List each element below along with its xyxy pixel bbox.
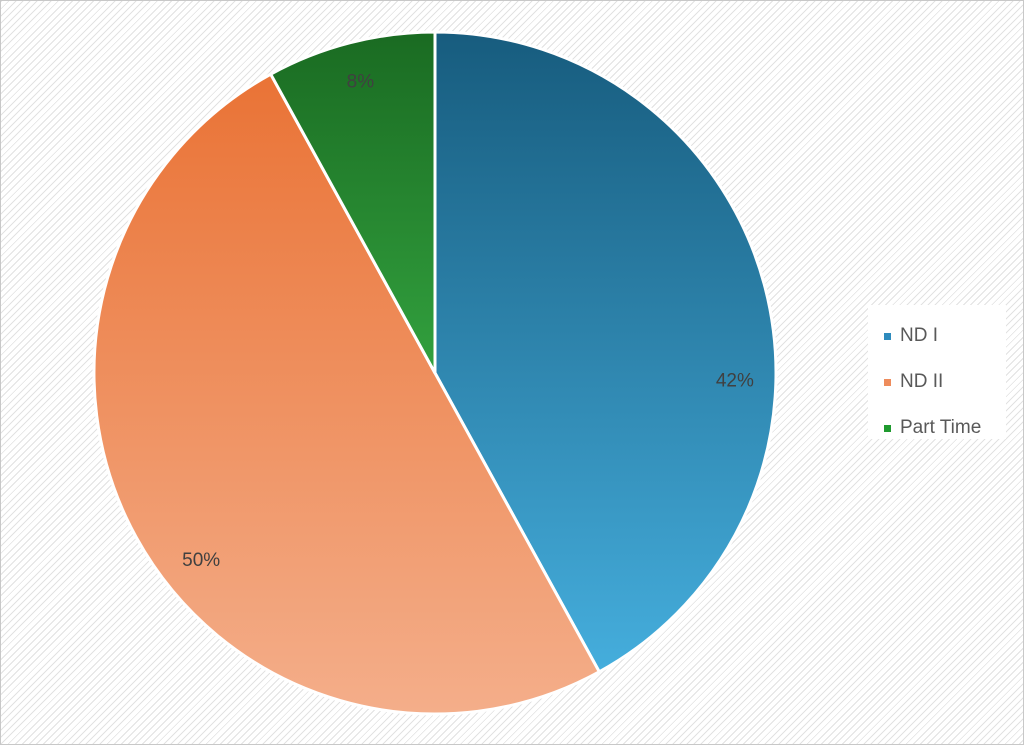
legend-item-nd-i: ND I <box>868 313 1006 359</box>
data-label-nd-i: 42% <box>716 370 754 391</box>
legend-label-nd-ii: ND II <box>900 371 944 392</box>
pie-slice-nd-i <box>433 30 778 674</box>
legend-swatch-part-time <box>884 424 891 432</box>
legend-item-nd-ii: ND II <box>868 359 1006 405</box>
data-label-nd-ii: 50% <box>182 550 220 571</box>
legend: ND I ND II Part Time <box>868 305 1006 439</box>
pie-slice-nd-ii <box>92 72 601 716</box>
legend-item-part-time: Part Time <box>868 405 1006 451</box>
legend-swatch-nd-ii <box>884 378 891 386</box>
legend-label-part-time: Part Time <box>900 417 982 438</box>
legend-label-nd-i: ND I <box>900 325 938 346</box>
pie-slice-part-time <box>269 30 437 375</box>
data-label-part-time: 8% <box>347 71 375 92</box>
legend-swatch-nd-i <box>884 332 891 340</box>
